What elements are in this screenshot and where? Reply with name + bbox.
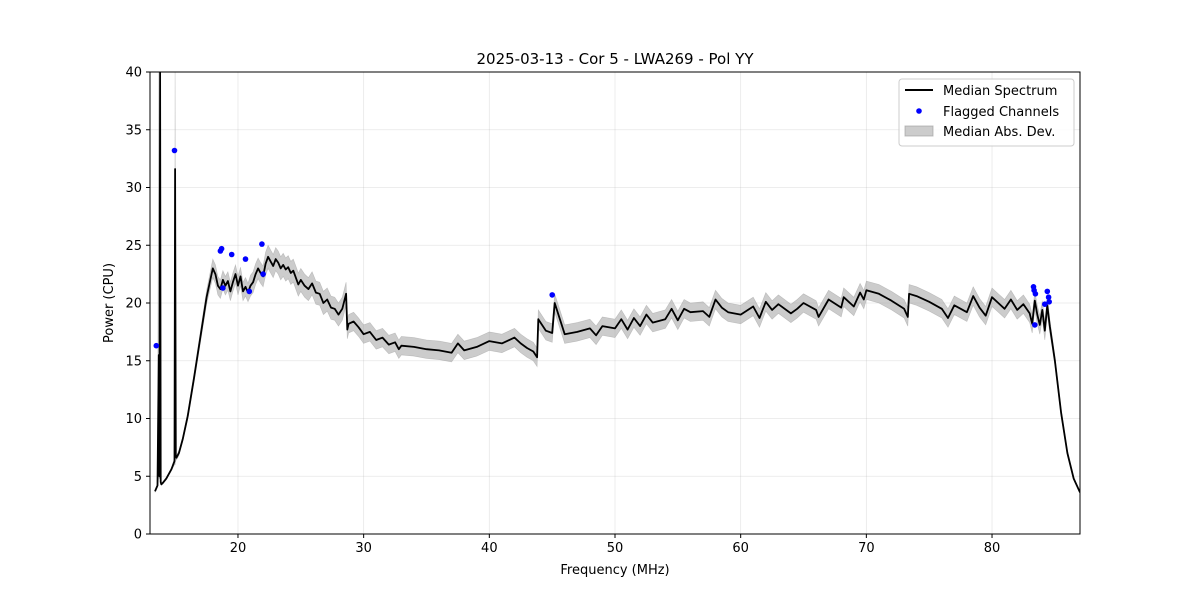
y-tick-label: 10 [125,412,142,427]
x-tick-label: 60 [732,541,749,556]
x-axis: 20 30 40 50 60 70 80 [230,534,1001,556]
flagged-channel-point [220,285,226,291]
legend-label-median: Median Spectrum [943,84,1057,99]
flagged-channel-point [549,292,555,298]
flagged-channel-point [153,342,160,349]
x-tick-label: 70 [858,541,875,556]
legend-box [898,78,1075,147]
y-tick-label: 5 [134,470,142,485]
x-axis-label: Frequency (MHz) [560,563,669,578]
y-tick-label: 25 [125,239,142,254]
x-tick-label: 40 [481,541,498,556]
flagged-channel-point [1046,299,1052,305]
legend: Median Spectrum Flagged Channels Median … [898,78,1075,147]
flagged-channel-point [1032,291,1039,297]
y-tick-label: 40 [125,66,142,81]
legend-swatch-mad [904,125,934,137]
y-tick-label: 0 [134,528,142,543]
legend-swatch-flagged [916,108,922,114]
y-tick-label: 30 [125,181,142,196]
chart-title: 2025-03-13 - Cor 5 - LWA269 - Pol YY [477,50,755,68]
x-tick-label: 50 [607,541,624,556]
x-tick-label: 30 [355,541,372,556]
flagged-channel-point [242,256,249,262]
flagged-channel-point [218,245,225,252]
flagged-channel-point [1044,288,1051,295]
median-spectrum-line [154,72,1080,493]
flagged-channel-point [260,271,266,277]
x-tick-label: 80 [984,541,1001,556]
legend-label-mad: Median Abs. Dev. [943,125,1055,140]
flagged-channel-point [246,288,253,295]
y-tick-label: 20 [125,297,142,312]
flagged-channel-point [228,251,235,258]
mad-band [154,72,1080,494]
flagged-channel-point [259,241,265,247]
legend-label-flagged: Flagged Channels [943,105,1059,120]
y-tick-label: 35 [125,123,142,138]
flagged-channel-point [171,147,178,154]
flagged-channel-point [1032,322,1038,328]
flagged-channel-point [1042,301,1048,308]
y-axis: 0 5 10 15 20 25 30 35 40 [125,66,150,543]
y-axis-label: Power (CPU) [102,263,117,343]
x-tick-label: 20 [230,541,247,556]
y-tick-label: 15 [125,354,142,369]
plot-area [153,72,1080,494]
flagged-channel-point [1045,294,1052,301]
